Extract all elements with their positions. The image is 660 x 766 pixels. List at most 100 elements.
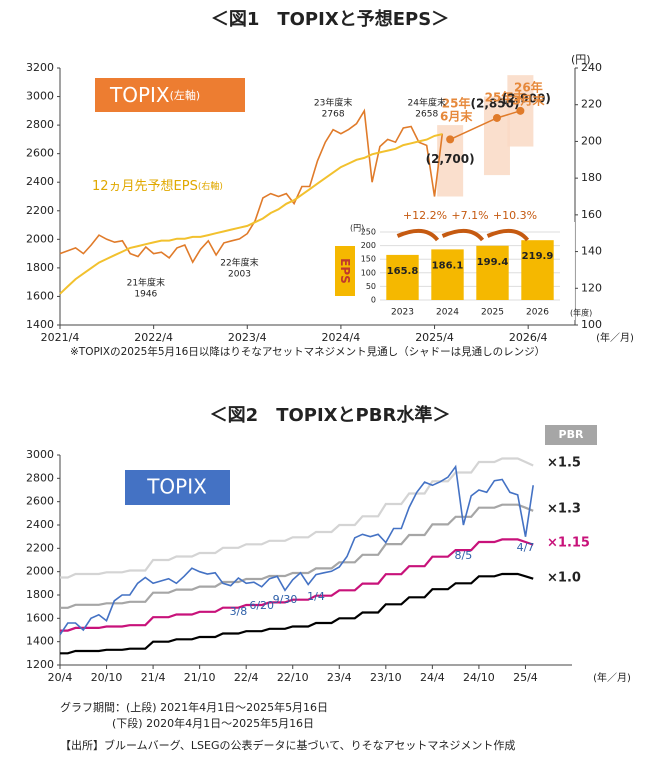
y2-tick-label: 100 bbox=[581, 318, 602, 331]
chart-title: ＜図2 TOPIXとPBR水準＞ bbox=[210, 404, 451, 426]
note: ※TOPIXの2025年5月16日以降はりそなアセットマネジメント見通し（シャド… bbox=[70, 345, 545, 358]
series-end-label: ×1.0 bbox=[547, 571, 581, 586]
y-tick-label: 3000 bbox=[26, 448, 54, 461]
series-end-label: ×1.3 bbox=[547, 502, 581, 517]
x-tick-label: 23/4 bbox=[327, 671, 352, 684]
forecast-label: 25年 bbox=[442, 96, 471, 111]
y-tick-label: 1400 bbox=[26, 318, 54, 331]
inset-x-tick-label: 2024 bbox=[436, 308, 459, 318]
inset-y-tick-label: 0 bbox=[371, 296, 376, 305]
x-tick-label: 20/4 bbox=[48, 671, 73, 684]
forecast-value-label: (2,900) bbox=[502, 91, 551, 105]
series-line bbox=[60, 572, 534, 655]
y-tick-label: 1600 bbox=[26, 289, 54, 302]
x-tick-label: 24/10 bbox=[463, 671, 495, 684]
y2-tick-label: 160 bbox=[581, 208, 602, 221]
series-line bbox=[60, 538, 534, 632]
inset-y-tick-label: 200 bbox=[361, 241, 376, 250]
forecast-label: 6月末 bbox=[440, 109, 473, 124]
annotation: 24年度末 bbox=[408, 97, 446, 109]
pbr-header-bg bbox=[545, 425, 597, 445]
y2-tick-label: 180 bbox=[581, 171, 602, 184]
y-tick-label: 1400 bbox=[26, 635, 54, 648]
x-unit: (年／月) bbox=[596, 331, 634, 344]
y-tick-label: 2800 bbox=[26, 471, 54, 484]
annotation-value: 2768 bbox=[322, 110, 345, 120]
annotation: 3/8 bbox=[230, 605, 248, 618]
forecast-point bbox=[446, 135, 455, 144]
inset-y-tick-label: 100 bbox=[361, 268, 376, 277]
x-tick-label: 21/4 bbox=[141, 671, 166, 684]
inset-value-label: 186.1 bbox=[432, 260, 464, 271]
forecast-label: 26年 bbox=[514, 80, 543, 95]
inset-label: EPS bbox=[338, 258, 352, 284]
x-tick-label: 2026/4 bbox=[509, 331, 548, 344]
x-tick-label: 2021/4 bbox=[41, 331, 80, 344]
y-tick-label: 3200 bbox=[26, 61, 54, 74]
inset-x-tick-label: 2025 bbox=[481, 308, 504, 318]
x-tick-label: 2024/4 bbox=[322, 331, 361, 344]
x-tick-label: 2023/4 bbox=[228, 331, 267, 344]
y2-tick-label: 240 bbox=[581, 61, 602, 74]
legend-box bbox=[125, 470, 230, 505]
forecast-point bbox=[516, 106, 525, 115]
legend-label: TOPIX bbox=[146, 475, 207, 499]
series-line bbox=[59, 464, 534, 636]
y-tick-label: 2200 bbox=[26, 541, 54, 554]
series-line bbox=[60, 503, 534, 609]
legend-box bbox=[95, 78, 245, 112]
legend-name: TOPIX bbox=[109, 83, 170, 107]
growth-arrow bbox=[396, 228, 440, 242]
series-line bbox=[59, 133, 443, 295]
y-tick-label: 2600 bbox=[26, 147, 54, 160]
y-tick-label: 1600 bbox=[26, 611, 54, 624]
annotation: 23年度末 bbox=[314, 97, 352, 109]
legend-name: 12ヵ月先予想EPS bbox=[92, 178, 198, 194]
y-tick-label: 1200 bbox=[26, 658, 54, 671]
annotation: 22年度末 bbox=[220, 257, 258, 269]
annotation: 9/30 bbox=[273, 593, 298, 606]
inset-bar bbox=[431, 249, 464, 300]
legend-label: TOPIX(左軸) bbox=[109, 83, 200, 107]
x-tick-label: 22/4 bbox=[234, 671, 259, 684]
inset-x-tick-label: 2026 bbox=[526, 308, 549, 318]
y2-unit: (円) bbox=[571, 53, 591, 66]
x-tick-label: 23/10 bbox=[370, 671, 402, 684]
growth-arrow bbox=[486, 228, 530, 242]
inset-value-label: 199.4 bbox=[477, 257, 509, 268]
inset-y-tick-label: 250 bbox=[361, 228, 376, 237]
annotation-value: 2658 bbox=[415, 110, 438, 120]
pbr-header: PBR bbox=[559, 428, 584, 441]
inset-bar bbox=[521, 240, 554, 300]
annotation: 8/5 bbox=[455, 549, 473, 562]
x-unit: (年／月) bbox=[593, 671, 631, 684]
annotation: 21年度末 bbox=[127, 277, 165, 289]
legend-note: (右軸) bbox=[198, 180, 223, 192]
y2-tick-label: 200 bbox=[581, 134, 602, 147]
y-tick-label: 2000 bbox=[26, 232, 54, 245]
footer-text: (下段) 2020年4月1日～2025年5月16日 bbox=[112, 716, 314, 730]
x-tick-label: 25/4 bbox=[513, 671, 538, 684]
y-tick-label: 2200 bbox=[26, 204, 54, 217]
y-tick-label: 1800 bbox=[26, 588, 54, 601]
inset-y-tick-label: 50 bbox=[366, 282, 376, 291]
forecast-label: 3月末 bbox=[512, 93, 545, 108]
annotation: 1/4 bbox=[307, 590, 325, 603]
forecast-label: 25年末 bbox=[485, 90, 527, 105]
y-tick-label: 2400 bbox=[26, 175, 54, 188]
series-line bbox=[60, 457, 534, 579]
series-end-label: ×1.5 bbox=[547, 456, 581, 471]
forecast-point bbox=[492, 113, 501, 122]
x-tick-label: 20/10 bbox=[91, 671, 123, 684]
inset-x-tick-label: 2023 bbox=[391, 308, 414, 318]
inset-value-label: 165.8 bbox=[387, 266, 419, 277]
y-tick-label: 2000 bbox=[26, 565, 54, 578]
footer-text: 【出所】ブルームバーグ、LSEGの公表データに基づいて、りそなアセットマネジメン… bbox=[60, 738, 515, 752]
y-tick-label: 2600 bbox=[26, 495, 54, 508]
y-tick-label: 1800 bbox=[26, 261, 54, 274]
x-tick-label: 22/10 bbox=[277, 671, 309, 684]
y2-tick-label: 220 bbox=[581, 98, 602, 111]
x-tick-label: 24/4 bbox=[420, 671, 445, 684]
inset-label-bg bbox=[335, 246, 355, 296]
